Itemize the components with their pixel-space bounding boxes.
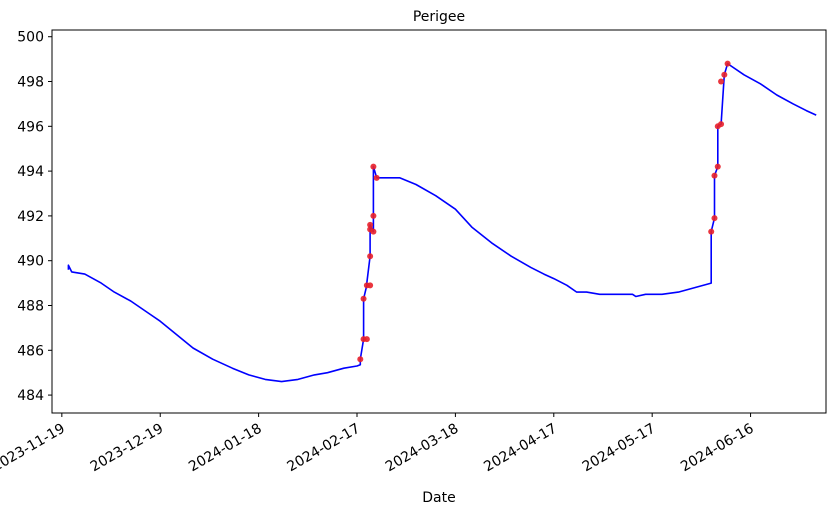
maneuver-marker [711, 172, 718, 179]
y-tick-label: 486 [17, 343, 44, 359]
maneuver-marker [370, 212, 377, 219]
y-tick-label: 500 [17, 30, 44, 46]
x-tick-label: 2024-04-17 [481, 421, 559, 476]
y-tick-label: 496 [17, 119, 44, 135]
maneuver-marker [360, 295, 367, 302]
maneuver-marker [711, 215, 718, 222]
maneuver-marker [370, 228, 377, 235]
x-tick-label: 2023-11-19 [0, 421, 68, 476]
x-tick-label: 2024-02-17 [285, 421, 363, 476]
maneuver-marker [721, 71, 728, 78]
chart-title: Perigee [413, 9, 465, 25]
y-tick-label: 492 [17, 209, 44, 225]
maneuver-marker [357, 356, 364, 363]
y-tick-label: 494 [17, 164, 44, 180]
x-tick-label: 2024-05-17 [580, 421, 658, 476]
plot-frame [51, 29, 827, 414]
maneuver-marker [718, 78, 725, 85]
y-tick-label: 498 [17, 75, 44, 91]
y-tick-label: 488 [17, 298, 44, 314]
y-axis: 484 486 488 490 492 494 496 498 500 [17, 30, 52, 404]
plot-marks [67, 60, 817, 383]
x-tick-label: 2024-06-16 [678, 421, 757, 476]
perigee-series-line [67, 62, 817, 383]
x-axis: 2023-11-19 2023-12-19 2024-01-18 2024-02-17… [0, 413, 757, 475]
maneuver-marker [724, 60, 731, 67]
maneuver-marker [363, 336, 370, 343]
x-tick-label: 2024-01-18 [186, 421, 264, 476]
maneuver-marker [714, 163, 721, 170]
maneuver-marker [718, 121, 725, 128]
x-tick-label: 2024-03-18 [383, 421, 461, 476]
maneuver-marker [367, 253, 374, 260]
maneuver-marker [367, 282, 374, 289]
x-tick-label: 2023-12-19 [88, 421, 166, 476]
maneuver-marker [370, 163, 377, 170]
maneuver-marker [373, 174, 380, 181]
x-axis-label: Date [422, 490, 455, 506]
maneuver-marker [708, 228, 715, 235]
maneuver-marker [367, 221, 374, 228]
y-tick-label: 484 [17, 388, 44, 404]
y-tick-label: 490 [17, 254, 44, 270]
